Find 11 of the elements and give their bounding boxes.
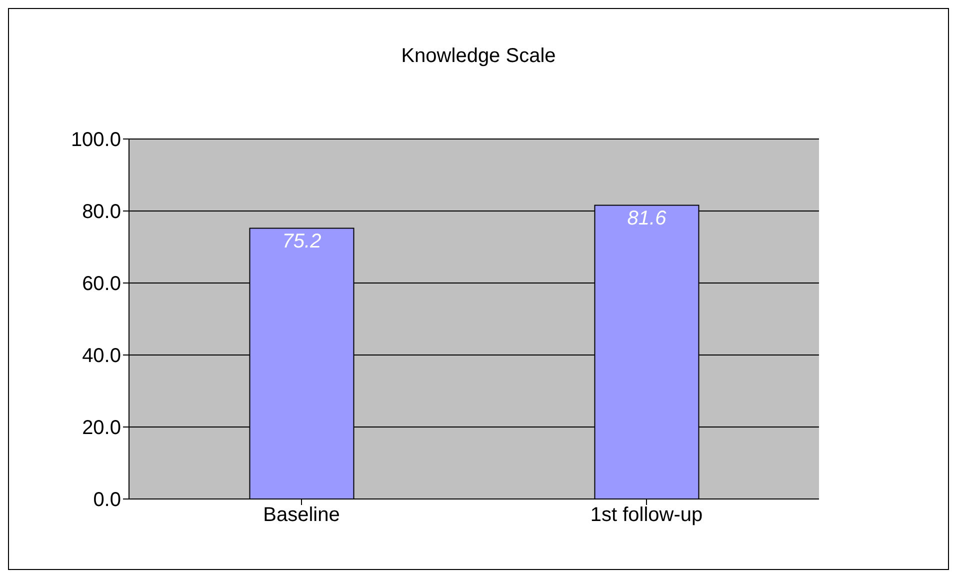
data-label: 81.6 [627, 207, 668, 230]
y-tick-label: 40.0 [82, 345, 121, 368]
data-label: 75.2 [282, 230, 322, 252]
x-tick-label: Baseline [263, 504, 340, 526]
y-tick-label: 20.0 [82, 417, 121, 440]
y-tick-label: 100.0 [70, 129, 121, 152]
chart-title: Knowledge Scale [400, 44, 557, 69]
y-tick-label: 80.0 [82, 201, 121, 224]
x-tick-label: 1st follow-up [590, 504, 703, 526]
y-tick-label: 0.0 [93, 489, 121, 512]
y-tick-label: 60.0 [82, 273, 121, 296]
